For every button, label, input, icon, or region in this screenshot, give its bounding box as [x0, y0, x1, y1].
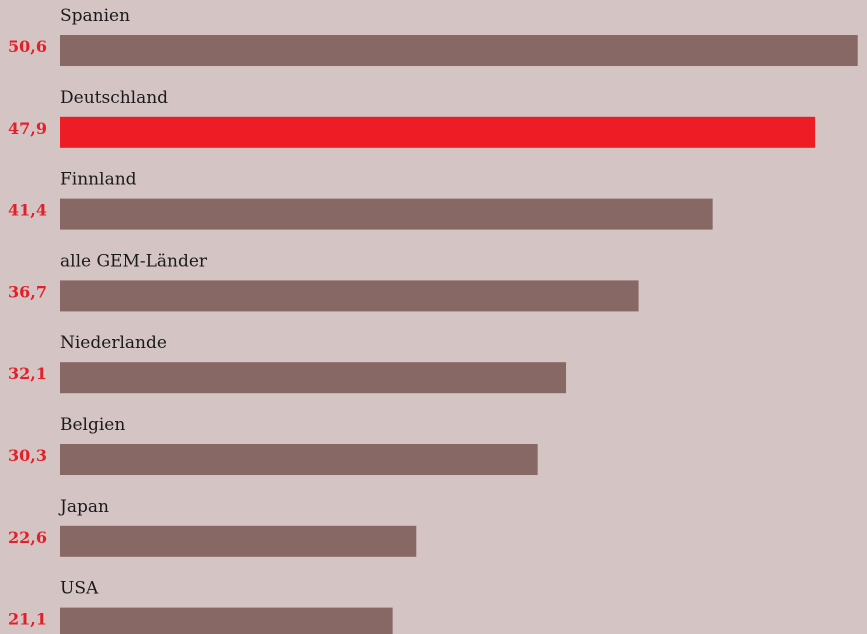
category-label-deutschland: Deutschland	[60, 88, 168, 108]
bar-row-deutschland: Deutschland 47,9	[8, 88, 816, 148]
bar-usa	[60, 607, 393, 634]
bar-row-belgien: Belgien 30,3	[8, 415, 538, 475]
value-label-alle-gem-laender: 36,7	[8, 282, 47, 301]
bar-japan	[60, 525, 417, 557]
category-label-finnland: Finnland	[60, 170, 137, 190]
value-label-niederlande: 32,1	[8, 364, 47, 383]
category-label-alle-gem-laender: alle GEM-Länder	[60, 251, 208, 271]
category-label-japan: Japan	[58, 497, 109, 517]
category-label-spanien: Spanien	[60, 6, 130, 26]
value-label-finnland: 41,4	[8, 201, 47, 220]
bar-rows: Spanien 50,6 Deutschland 47,9 Finnland 41,4 al…	[8, 6, 858, 634]
value-label-deutschland: 47,9	[8, 119, 47, 138]
category-label-niederlande: Niederlande	[60, 333, 167, 353]
value-label-belgien: 30,3	[8, 446, 47, 465]
category-label-belgien: Belgien	[60, 415, 125, 435]
bar-spanien	[60, 35, 858, 66]
bar-deutschland	[60, 116, 816, 148]
bar-alle-gem-laender	[60, 280, 639, 312]
bar-niederlande	[60, 362, 567, 394]
value-label-spanien: 50,6	[8, 37, 47, 56]
bar-row-finnland: Finnland 41,4	[8, 170, 713, 230]
category-label-usa: USA	[60, 579, 99, 599]
bar-row-niederlande: Niederlande 32,1	[8, 333, 567, 394]
bar-row-japan: Japan 22,6	[8, 497, 417, 557]
value-label-japan: 22,6	[8, 528, 47, 547]
bar-row-usa: USA 21,1	[8, 579, 393, 634]
value-label-usa: 21,1	[8, 610, 47, 629]
bar-finnland	[60, 198, 713, 230]
bar-row-spanien: Spanien 50,6	[8, 6, 858, 66]
bar-belgien	[60, 444, 538, 475]
bar-row-alle-gem-laender: alle GEM-Länder 36,7	[8, 251, 639, 312]
